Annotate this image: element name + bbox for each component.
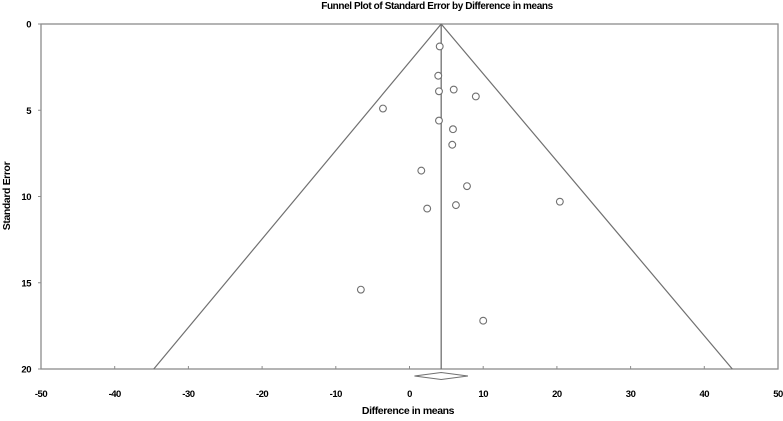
x-tick-label: -40 bbox=[109, 389, 121, 400]
study-points bbox=[356, 42, 564, 325]
funnel-lines bbox=[153, 23, 733, 370]
study-point bbox=[471, 92, 480, 101]
y-tick-label: 0 bbox=[26, 20, 31, 31]
x-tick-label: 20 bbox=[552, 389, 562, 400]
study-point bbox=[555, 197, 564, 206]
y-axis-ticks: 0 5 10 15 20 bbox=[21, 20, 41, 376]
y-tick-label: 20 bbox=[21, 365, 31, 376]
study-point bbox=[435, 87, 443, 96]
x-tick-label: -10 bbox=[330, 389, 342, 400]
study-point bbox=[435, 42, 444, 51]
y-tick-label: 5 bbox=[26, 106, 32, 117]
study-point bbox=[379, 104, 387, 113]
x-tick-label: -20 bbox=[256, 389, 268, 400]
x-axis-label: Difference in means bbox=[362, 405, 455, 417]
y-tick-label: 10 bbox=[21, 192, 31, 203]
plot-border bbox=[40, 23, 779, 370]
study-point bbox=[449, 85, 458, 94]
funnel-right-limit bbox=[440, 23, 733, 370]
study-point bbox=[448, 140, 457, 149]
study-point bbox=[434, 71, 443, 80]
study-point bbox=[463, 182, 471, 191]
summary-diamond-shape bbox=[414, 371, 468, 381]
study-point bbox=[417, 166, 426, 175]
study-point bbox=[423, 204, 432, 213]
study-point bbox=[356, 285, 365, 294]
study-point bbox=[479, 316, 488, 325]
y-tick-label: 15 bbox=[21, 278, 32, 289]
x-tick-label: 40 bbox=[700, 389, 710, 400]
study-point bbox=[435, 116, 443, 125]
x-axis-ticks: -50 -40 -30 -20 -10 0 10 20 30 40 50 bbox=[35, 366, 783, 400]
x-tick-label: 50 bbox=[773, 389, 783, 400]
x-tick-label: 10 bbox=[478, 389, 488, 400]
x-tick-label: 0 bbox=[407, 389, 412, 400]
study-point bbox=[449, 125, 457, 134]
summary-diamond bbox=[414, 371, 468, 381]
x-tick-label: 30 bbox=[626, 389, 636, 400]
chart-title: Funnel Plot of Standard Error by Differe… bbox=[321, 1, 553, 12]
x-tick-label: -50 bbox=[35, 389, 47, 400]
x-tick-label: -30 bbox=[182, 389, 194, 400]
study-point bbox=[451, 201, 460, 210]
y-axis-label: Standard Error bbox=[1, 161, 13, 230]
plot-frame bbox=[40, 23, 779, 370]
funnel-left-limit bbox=[153, 23, 442, 370]
